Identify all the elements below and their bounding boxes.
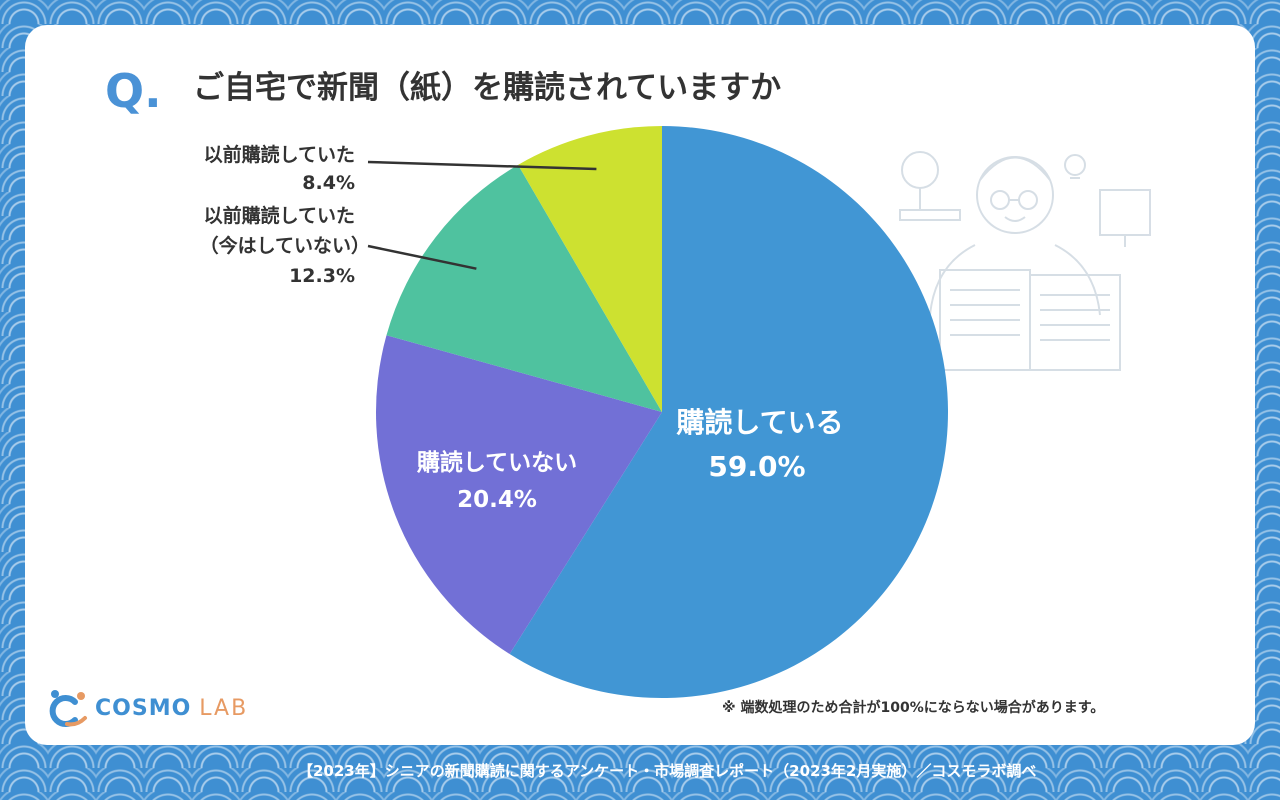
slice-label-3: 以前購読していた (204, 143, 355, 166)
slice-label-0: 購読している (676, 406, 843, 439)
slice-value-3: 8.4% (302, 172, 355, 194)
logo-lab-text: LAB (199, 695, 249, 721)
slice-value-2: 12.3% (289, 265, 355, 287)
slice-label-2a: 以前購読していた (204, 204, 355, 227)
slice-label-1: 購読していない (417, 449, 577, 476)
rounding-note: ※ 端数処理のため合計が100%にならない場合があります。 (722, 700, 1105, 716)
logo-mark-icon (49, 690, 87, 727)
pie-slice-2 (386, 164, 662, 412)
leader-line-2 (367, 244, 477, 270)
cosmo-lab-logo: COSMO LAB (45, 686, 248, 730)
page-title: ご自宅で新聞（紙）を購読されていますか (193, 70, 782, 106)
pie-slice-1 (375, 335, 662, 655)
logo-cosmo-text: COSMO (95, 695, 192, 721)
leader-line-3 (367, 160, 597, 171)
question-mark: Q. (105, 64, 162, 118)
slice-value-1: 20.4% (457, 487, 537, 513)
source-footer: 【2023年】シニアの新聞購読に関するアンケート・市場調査レポート（2023年2… (298, 762, 1037, 780)
pie-slice-3 (518, 126, 662, 412)
slice-value-0: 59.0% (708, 450, 805, 483)
senior-reading-newspaper-icon (899, 151, 1151, 371)
slice-label-2b: （今はしていない） (200, 234, 370, 257)
pie-slice-0 (509, 126, 949, 698)
